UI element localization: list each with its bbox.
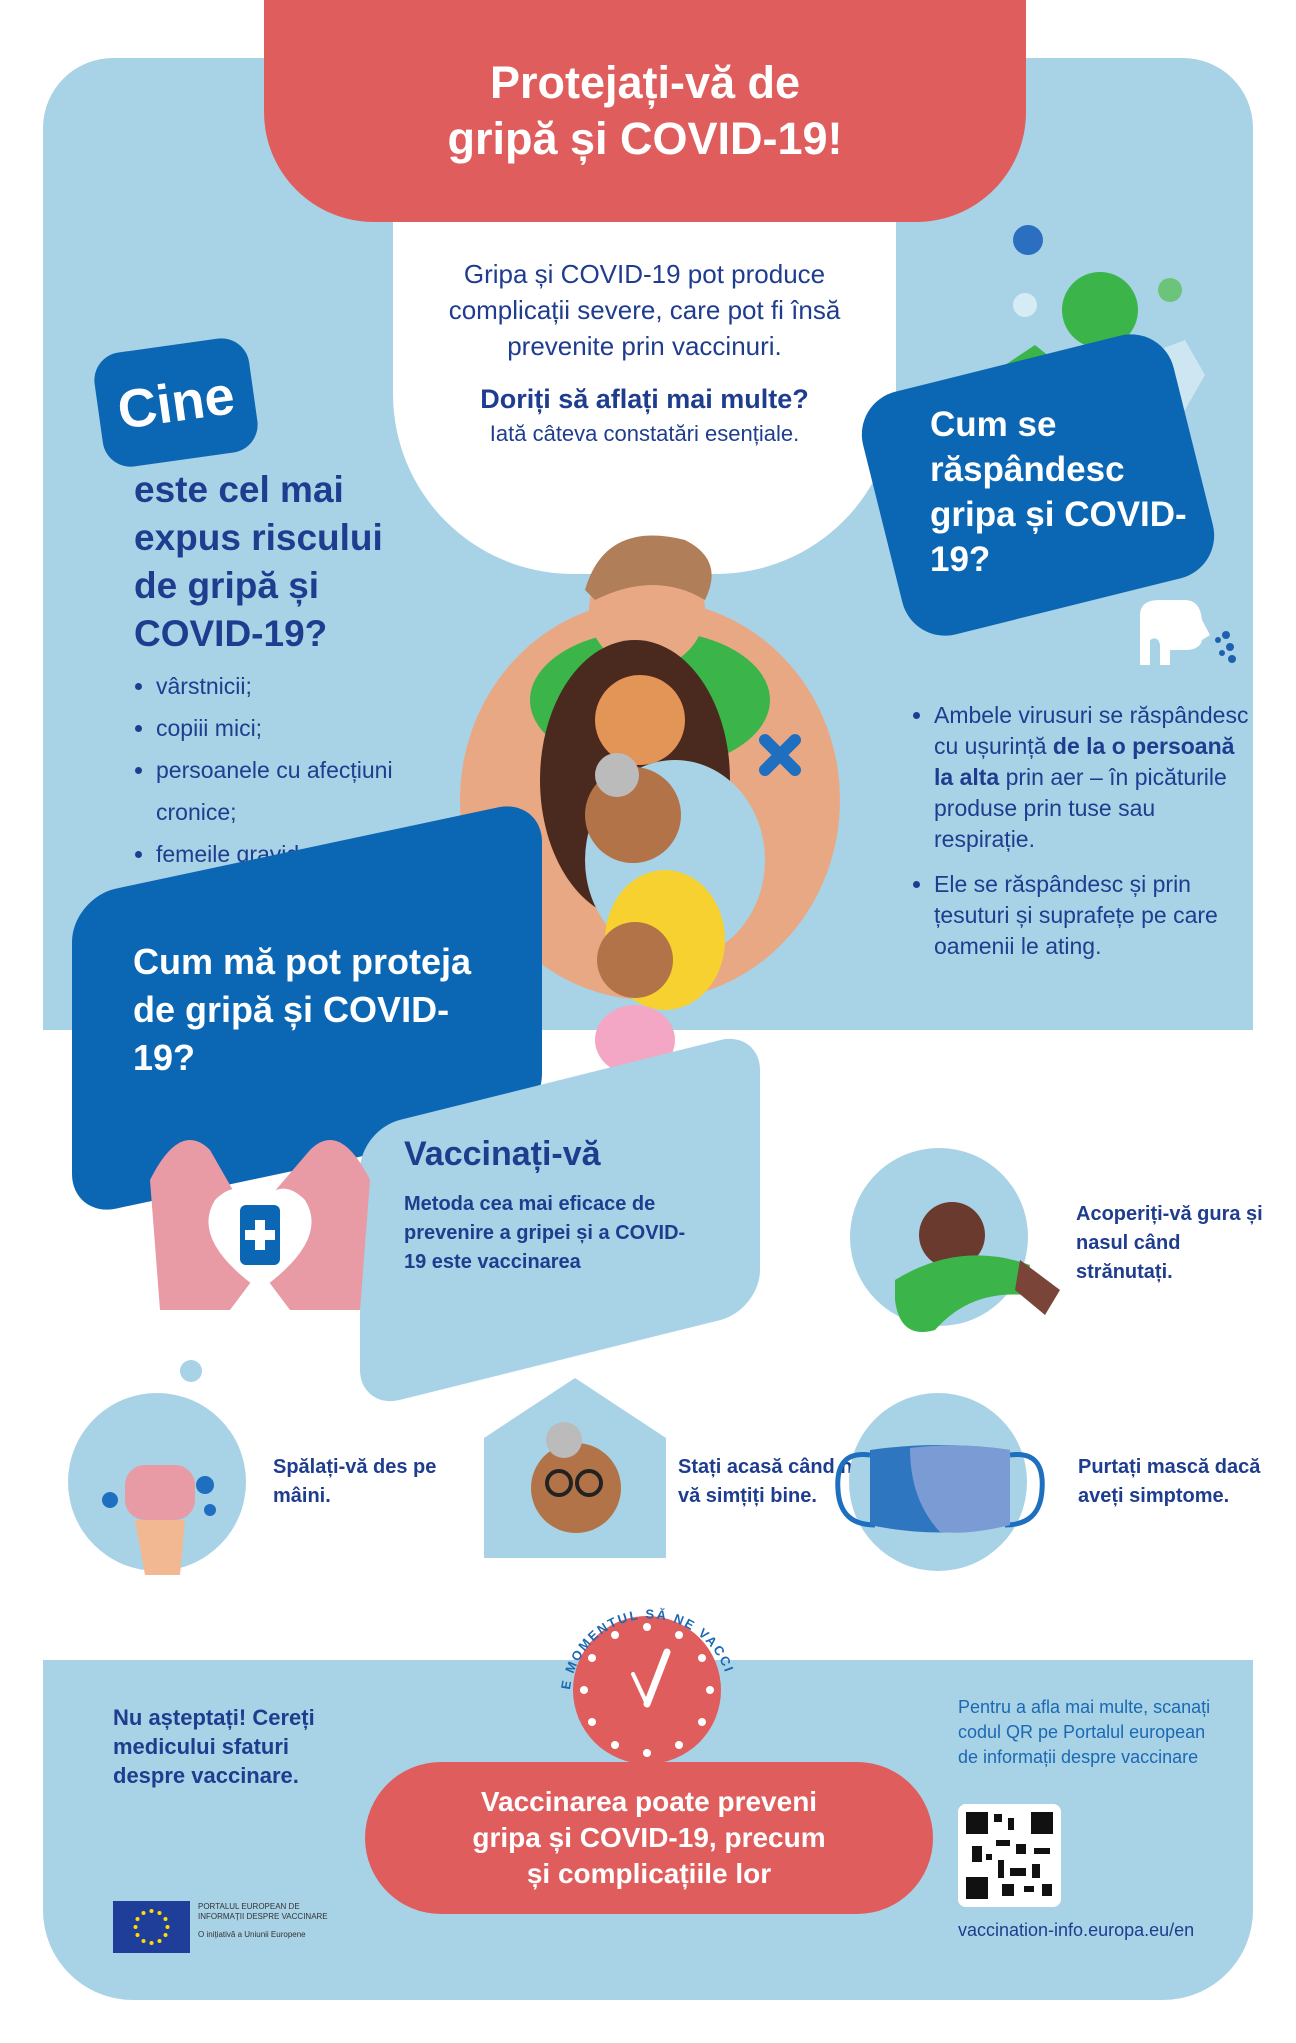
prevention-banner: Vaccinarea poate preveni gripa și COVID-… [365, 1762, 933, 1914]
list-item: Ambele virusuri se răspândesc cu ușurinț… [934, 700, 1254, 855]
title-banner: Protejați-vă de gripă și COVID-19! [264, 0, 1026, 222]
intro-panel: Gripa și COVID-19 pot produce complicați… [393, 222, 896, 574]
more-info-text: Pentru a afla mai multe, scanați codul Q… [958, 1697, 1211, 1767]
eu-flag-logo [113, 1901, 190, 1953]
protect-heading: Cum mă pot proteja de gripă și COVID-19? [133, 941, 472, 1078]
who-heading: este cel mai expus riscului de gripă și … [134, 469, 383, 654]
vaccinate-description: Metoda cea mai eficace de prevenire a gr… [404, 1193, 686, 1273]
page-title: Protejați-vă de gripă și COVID-19! [447, 57, 843, 164]
list-item: Ele se răspândesc și prin țesuturi și su… [934, 869, 1254, 962]
house-icon [484, 1378, 666, 1558]
cover-mouth-tip: Acoperiți-vă gura și nasul când strănuta… [1076, 1203, 1263, 1283]
intro-subtitle: Iată câteva constatări esențiale. [489, 421, 800, 446]
list-item: copiii mici; [156, 707, 456, 749]
prevention-text: Vaccinarea poate preveni gripa și COVID-… [472, 1786, 826, 1889]
sneezing-head-icon [1140, 600, 1236, 665]
ask-doctor-text: Nu așteptați! Cereți medicului sfaturi d… [113, 1705, 315, 1788]
sneezing-person-icon [895, 1202, 1060, 1332]
family-illustration [460, 535, 840, 1075]
mask-tip: Purtați mască dacă aveți simptome. [1078, 1456, 1261, 1507]
face-mask-icon [835, 1445, 1045, 1533]
who-badge: Cine [90, 334, 262, 471]
washing-hands-icon [102, 1465, 216, 1575]
spread-heading: Cum se răspândesc gripa și COVID-19? [930, 405, 1187, 579]
qr-code[interactable] [958, 1804, 1061, 1907]
wash-hands-tip: Spălați-vă des pe mâini. [273, 1456, 437, 1507]
hands-heart-vaccine-icon [150, 1140, 370, 1310]
bubble-icon [180, 1360, 202, 1382]
list-item: persoanele cu afecțiuni cronice; [156, 749, 456, 833]
who-list: vârstnicii; copiii mici; persoanele cu a… [134, 665, 456, 875]
list-item: vârstnicii; [156, 665, 456, 707]
vaccinate-title: Vaccinați-vă [404, 1135, 601, 1173]
clock-icon: E MOMENTUL SĂ NE VACCINĂM [555, 1592, 735, 1764]
stay-home-tip: Stați acasă când nu vă simțiți bine. [678, 1456, 865, 1507]
intro-question: Doriți să aflați mai multe? [480, 384, 809, 414]
spread-list: Ambele virusuri se răspândesc cu ușurinț… [912, 700, 1254, 976]
portal-link[interactable]: vaccination-info.europa.eu/en [958, 1920, 1195, 1940]
intro-text: Gripa și COVID-19 pot produce complicați… [448, 259, 841, 361]
portal-logo-text: PORTALUL EUROPEAN DE INFORMAȚII DESPRE V… [198, 1902, 328, 1939]
